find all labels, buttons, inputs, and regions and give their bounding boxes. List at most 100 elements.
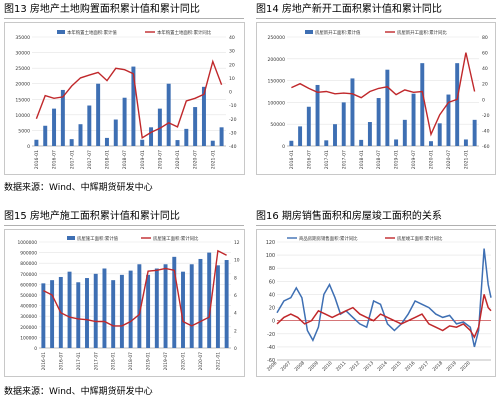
right-axis-tick-label: 2: [234, 328, 237, 334]
bar: [128, 270, 133, 348]
bar: [93, 273, 98, 348]
bar: [385, 69, 390, 146]
right-axis-tick-label: 30: [229, 49, 235, 55]
x-axis-tick-label: 2012: [349, 360, 362, 373]
bar: [376, 98, 381, 146]
left-axis-tick-label: 50000: [270, 122, 285, 128]
line-series: [43, 249, 227, 327]
x-axis-tick-label: 2017-07: [93, 352, 99, 371]
right-axis-tick-label: 8: [234, 275, 237, 281]
x-axis-tick-label: 2017-01: [324, 150, 330, 169]
bar: [111, 280, 116, 348]
x-axis-tick-label: 2016-01: [41, 352, 47, 371]
bar: [104, 137, 109, 146]
right-axis-tick-label: -20: [482, 113, 490, 119]
bar: [60, 89, 65, 146]
right-axis-tick-label: 0: [482, 97, 485, 103]
left-axis-tick-label: 600000: [20, 282, 37, 288]
bar: [154, 268, 159, 348]
line-series: [291, 52, 476, 137]
bar: [402, 119, 407, 146]
bar: [163, 264, 168, 348]
y-axis-tick-label: 120: [266, 240, 275, 246]
right-axis-tick-label: 6: [234, 293, 237, 299]
bar: [298, 126, 303, 146]
bar: [455, 63, 460, 146]
left-axis-tick-label: 700000: [20, 272, 37, 278]
legend-label: 商品房期房销售面积:累计同比: [299, 235, 358, 242]
y-axis-tick-label: 60: [269, 279, 275, 285]
bar: [189, 264, 194, 348]
x-axis-tick-label: 2019-01: [394, 150, 400, 169]
legend-bar-swatch: [67, 236, 75, 240]
left-axis-tick-label: 100000: [267, 100, 285, 106]
bar: [76, 282, 81, 348]
source-note-bottom: 数据来源：Wind、中辉期货研发中心: [4, 387, 153, 397]
bar: [207, 252, 212, 348]
left-axis-tick-label: 250000: [267, 35, 285, 41]
x-axis-tick-label: 2016: [404, 360, 417, 373]
x-axis-tick-label: 2011: [335, 360, 348, 373]
left-axis-tick-label: 900000: [20, 251, 37, 257]
bar: [341, 102, 346, 146]
bar: [157, 108, 162, 146]
bar: [463, 139, 468, 146]
x-axis-tick-label: 2019-01: [140, 150, 146, 169]
x-axis-tick-label: 2020-01: [175, 150, 181, 169]
fig13-panel: 0 5000 10000 15000 20000 25000 30000 35000 -40 -3…: [4, 22, 245, 175]
fig14-chart: 0 50000 100000 150000 200000 250000 -60 -40 -20 0…: [267, 29, 490, 169]
y-axis-tick-label: 40: [269, 292, 275, 298]
x-axis-tick-label: 2017-01: [76, 352, 82, 371]
legend-bar-swatch: [57, 30, 65, 34]
x-axis-tick-label: 2021-01: [464, 150, 470, 169]
x-axis-tick-label: 2016-07: [58, 352, 64, 371]
bar: [394, 139, 399, 146]
bar: [146, 274, 151, 348]
bar: [85, 278, 89, 348]
left-axis-tick-label: 0: [27, 144, 30, 150]
x-axis-tick-label: 2016-07: [306, 150, 312, 169]
bar: [367, 122, 372, 146]
y-axis-tick-label: 80: [269, 266, 275, 272]
fig13-title-rule: [4, 18, 244, 19]
x-axis-tick-label: 2010: [321, 360, 334, 373]
legend-bar-label: 房屋新开工面积:累计值: [315, 29, 361, 36]
bar: [224, 260, 229, 348]
left-axis-tick-label: 0: [34, 346, 37, 352]
x-axis-tick-label: 2015: [390, 360, 403, 373]
fig16-title-rule: [256, 225, 496, 226]
left-axis-tick-label: 150000: [267, 79, 285, 85]
right-axis-tick-label: -40: [482, 128, 490, 134]
right-axis-tick-label: -10: [229, 103, 237, 109]
bar: [289, 140, 294, 146]
right-axis-tick-label: 10: [234, 258, 240, 264]
bar: [193, 107, 198, 146]
fig14-panel: 0 50000 100000 150000 200000 250000 -60 -40 -20 0…: [256, 22, 496, 175]
right-axis-tick-label: 40: [229, 35, 235, 41]
right-axis-tick-label: 60: [482, 51, 488, 57]
fig14-title: 图14 房地产新开工面积累计值和累计同比: [256, 4, 442, 15]
bar: [198, 258, 203, 348]
x-axis-tick-label: 2016-01: [34, 150, 40, 169]
bar: [472, 119, 477, 146]
bar: [350, 78, 355, 146]
bar: [215, 265, 220, 348]
bar: [122, 97, 127, 146]
line-series: [276, 248, 492, 348]
bar: [429, 141, 433, 146]
right-axis-tick-label: 4: [234, 311, 237, 317]
x-axis-tick-label: 2020: [459, 360, 472, 373]
bar: [172, 256, 177, 348]
right-axis-tick-label: 80: [482, 35, 488, 41]
right-axis-tick-label: 0: [229, 90, 232, 96]
left-axis-tick-label: 5000: [18, 128, 30, 134]
x-axis-tick-label: 2018-01: [359, 150, 365, 169]
legend-line-label: 房屋新开工面积:累计同比: [397, 29, 447, 36]
x-axis-tick-label: 2020-07: [446, 150, 452, 169]
bar: [50, 280, 55, 348]
left-axis-tick-label: 300000: [20, 314, 37, 320]
bar: [87, 105, 92, 146]
x-axis-tick-label: 2020-07: [198, 352, 204, 371]
bar: [359, 139, 364, 146]
fig15-panel: 0 100000 200000 300000 400000 500000 600000 700…: [4, 229, 245, 377]
